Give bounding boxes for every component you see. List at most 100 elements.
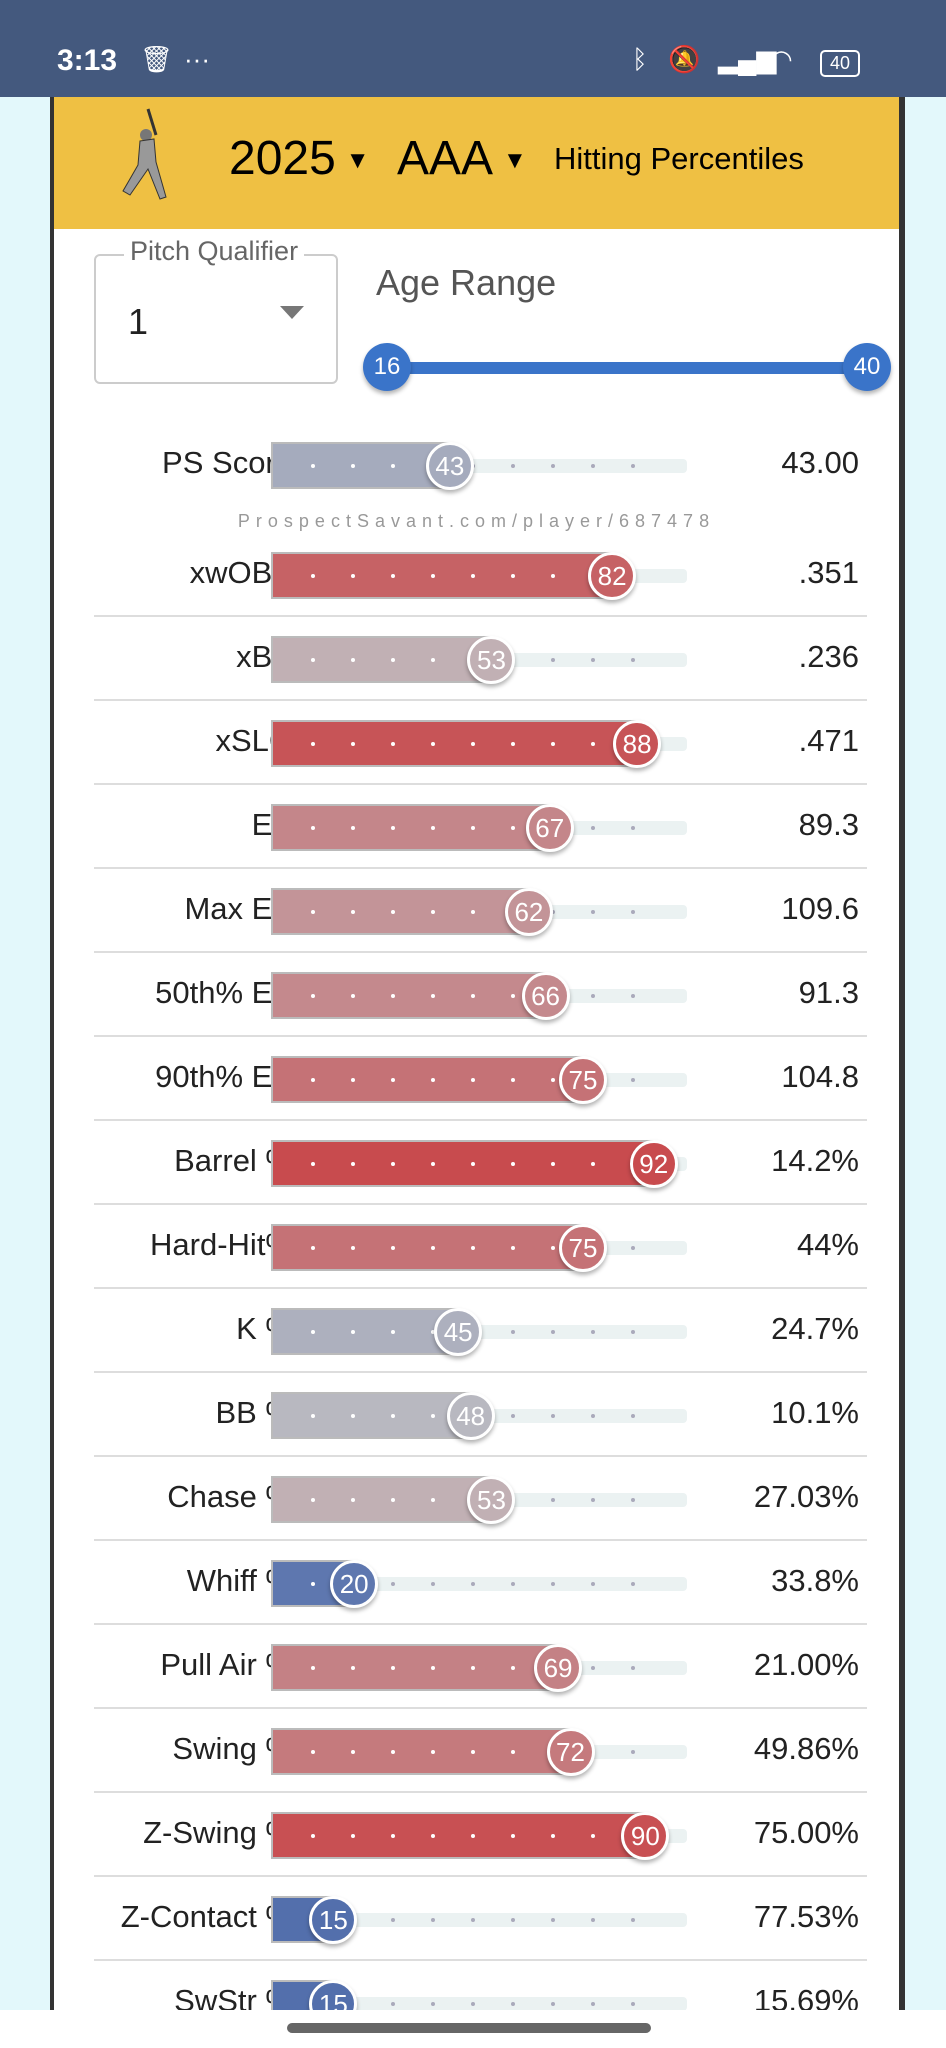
tick-dot [591,1834,595,1838]
tick-dot [391,1414,395,1418]
more-notifications-icon: ··· [184,44,210,74]
home-handle[interactable] [287,2023,651,2033]
tick-dot [471,994,475,998]
percentile-bubble[interactable]: 82 [588,552,637,600]
watermark: ProspectSavant.com/player/687478 [237,511,716,531]
percentile-track [271,1913,687,1927]
percentile-bubble[interactable]: 75 [559,1056,607,1104]
tick-dot [551,574,555,578]
tick-dot [551,658,555,662]
tick-dot [311,574,315,578]
tick-dot [511,1246,515,1250]
pitch-qualifier-select[interactable]: Pitch Qualifier 1 [94,236,338,384]
divider [94,1539,867,1541]
tick-dot [631,1246,635,1250]
metric-row: xSLG 88 .471 [54,701,899,785]
tick-dot [431,2002,435,2006]
tick-dot [351,574,355,578]
percentile-bar [271,552,613,599]
percentile-bar [271,804,550,851]
tick-dot [431,1162,435,1166]
tick-dot [471,574,475,578]
tick-dot [591,1666,595,1670]
tick-dot [471,1246,475,1250]
percentile-bar [271,1476,492,1523]
tick-dot [351,1750,355,1754]
tick-dot [311,1582,315,1586]
divider [94,699,867,701]
percentile-bubble[interactable]: 53 [467,636,516,684]
metric-row: 50th% EV 66 91.3 [54,953,899,1037]
divider [94,1455,867,1457]
metric-label: 90th% EV [155,1059,293,1094]
percentile-bubble[interactable]: 72 [546,1728,595,1776]
tick-dot [311,1162,315,1166]
percentile-bar [271,1308,459,1355]
tick-dot [471,2002,475,2006]
tick-dot [631,1750,635,1754]
percentile-bubble[interactable]: 75 [559,1224,607,1272]
metric-row: Whiff % 20 33.8% [54,1541,899,1625]
year-select[interactable]: 2025 ▼ [229,132,370,185]
tick-dot [511,1750,515,1754]
percentile-bubble[interactable]: 88 [613,720,662,768]
tick-dot [591,910,595,914]
tick-dot [311,742,315,746]
percentile-bubble[interactable]: 67 [525,804,574,852]
percentile-bubble[interactable]: 53 [467,1476,516,1524]
divider [94,1203,867,1205]
signal-icon: ▂▄▆ [718,44,777,74]
tick-dot [511,1834,515,1838]
tick-dot [351,910,355,914]
tick-dot [511,1414,515,1418]
metric-value: 44% [796,1227,859,1262]
metric-row: PS Score 43 43.00 [54,423,899,507]
percentile-bar [271,888,529,935]
percentile-bubble[interactable]: 20 [330,1560,379,1608]
tick-dot [431,1414,435,1418]
tick-dot [551,2002,555,2006]
tick-dot [471,1162,475,1166]
tick-dot [551,910,555,914]
batter-logo-icon [122,108,167,200]
metric-value: .236 [798,639,859,674]
age-range-slider[interactable]: 16 40 [363,343,891,391]
metric-row: Barrel % 92 14.2% [54,1121,899,1205]
metric-row: xBA 53 .236 [54,617,899,701]
battery-icon: 40 [820,50,861,77]
tick-dot [431,826,435,830]
tick-dot [351,1162,355,1166]
tick-dot [631,1582,635,1586]
tick-dot [511,1918,515,1922]
age-min-handle[interactable]: 16 [363,343,411,391]
percentile-bubble[interactable]: 90 [621,1812,670,1860]
metric-value: 91.3 [798,975,859,1010]
percentile-bubble[interactable]: 45 [434,1308,483,1356]
percentile-bubble[interactable]: 92 [629,1140,678,1188]
tick-dot [551,1498,555,1502]
tick-dot [631,1918,635,1922]
tick-dot [551,742,555,746]
tick-dot [391,2002,395,2006]
tick-dot [591,1582,595,1586]
tick-dot [391,1666,395,1670]
metric-row: Z-Swing % 90 75.00% [54,1793,899,1877]
percentile-bubble[interactable]: 66 [521,972,570,1020]
percentile-bubble[interactable]: 15 [309,1896,358,1944]
percentile-bubble[interactable]: 43 [425,442,474,490]
tick-dot [591,1414,595,1418]
tick-dot [591,1162,595,1166]
percentile-bubble[interactable]: 48 [446,1392,495,1440]
tick-dot [351,1078,355,1082]
tick-dot [471,1582,475,1586]
tick-dot [311,1078,315,1082]
tick-dot [391,1834,395,1838]
level-select[interactable]: AAA ▼ [397,132,527,185]
tick-dot [391,1162,395,1166]
tick-dot [351,1246,355,1250]
tick-dot [551,1162,555,1166]
percentile-bubble[interactable]: 69 [534,1644,583,1692]
metric-row: Max EV 62 109.6 [54,869,899,953]
percentile-bubble[interactable]: 62 [504,888,553,936]
age-max-handle[interactable]: 40 [843,343,891,391]
